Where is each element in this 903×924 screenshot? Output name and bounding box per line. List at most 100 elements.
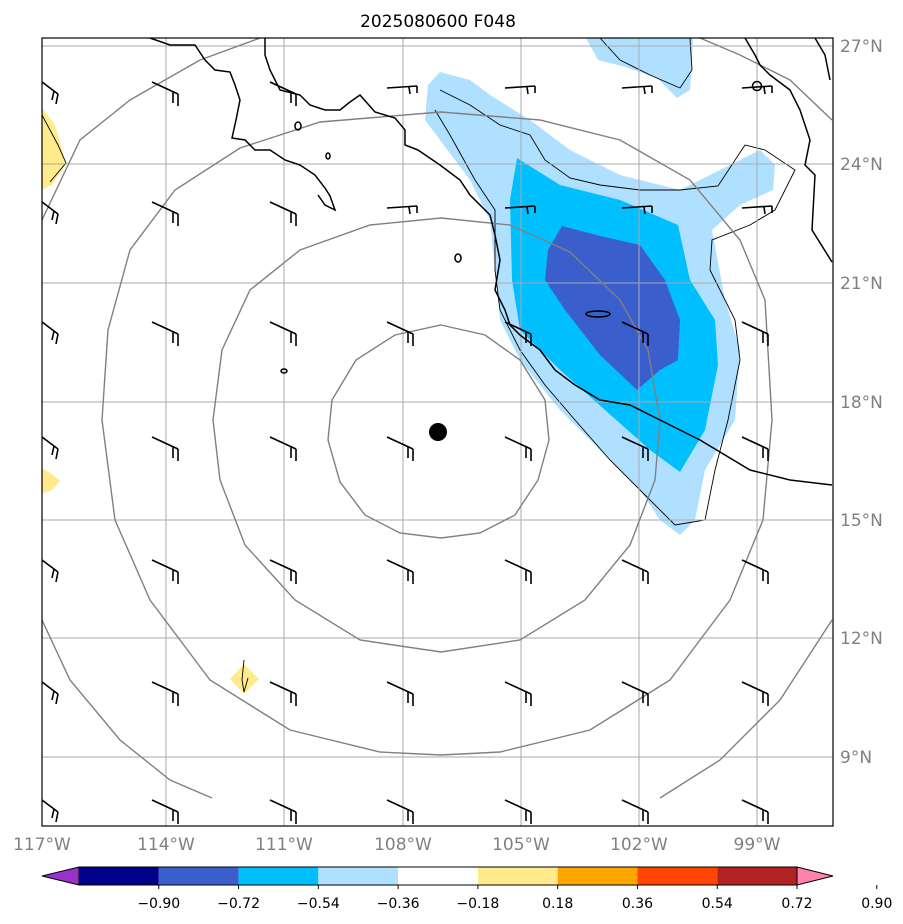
wind-barb xyxy=(621,205,653,215)
wind-barb xyxy=(504,85,536,95)
wind-barb xyxy=(386,321,414,346)
colorbar-ticks: −0.90 −0.72 −0.54 −0.36 −0.18 0.18 0.36 0.54 0.7… xyxy=(137,885,892,912)
wind-barb xyxy=(269,681,297,706)
island-tres-marias xyxy=(585,310,611,318)
range-ring-4-south-west xyxy=(41,619,213,799)
wind-barb xyxy=(151,321,179,346)
colorbar-tick-label: −0.54 xyxy=(297,896,340,912)
lon-label: 111°W xyxy=(255,835,313,855)
wind-barb xyxy=(621,559,649,584)
wind-barb xyxy=(741,205,773,215)
wind-barb xyxy=(741,681,769,706)
wind-barb xyxy=(504,436,532,461)
colorbar-swatch xyxy=(717,867,797,885)
colorbar-tick-label: 0.72 xyxy=(781,896,812,912)
contour-lines xyxy=(41,37,796,693)
coastline-baja-gulf xyxy=(264,38,419,151)
lat-label: 12°N xyxy=(840,629,883,649)
colorbar-swatch xyxy=(318,867,399,885)
wind-barb xyxy=(269,81,297,106)
colorbar-tick-label: −0.72 xyxy=(217,896,260,912)
wind-barb xyxy=(151,436,179,461)
colorbar-tick-label: 0.90 xyxy=(861,896,892,912)
colorbar-swatch xyxy=(637,867,718,885)
range-ring-4-south-east xyxy=(659,619,833,799)
island-tiny-2 xyxy=(325,152,331,160)
contour-line-west xyxy=(41,114,67,183)
wind-barb xyxy=(504,559,532,584)
wind-barb xyxy=(386,436,414,461)
wind-barb xyxy=(741,799,769,824)
range-ring-4 xyxy=(41,37,261,221)
colorbar-tick-label: −0.90 xyxy=(137,896,180,912)
lon-label: 105°W xyxy=(492,835,550,855)
map-panel xyxy=(41,37,834,827)
colorbar-tick-label: −0.18 xyxy=(456,896,499,912)
lat-label: 21°N xyxy=(840,274,883,294)
wind-barb xyxy=(621,436,649,461)
wind-barbs xyxy=(41,81,773,824)
wind-barb xyxy=(386,205,418,215)
wind-barb xyxy=(41,201,59,225)
shaded-field xyxy=(42,38,775,694)
island-socorro xyxy=(454,253,462,263)
contour-fill-yellow-small-south xyxy=(230,664,259,694)
wind-barb xyxy=(504,205,536,215)
colorbar-swatch xyxy=(557,867,638,885)
colorbar-swatch xyxy=(398,867,478,885)
colorbar-tick-label: 0.54 xyxy=(702,896,733,912)
map-title: 2025080600 F048 xyxy=(360,12,516,32)
wind-barb xyxy=(151,81,179,106)
lon-label: 114°W xyxy=(137,835,195,855)
wind-barb xyxy=(741,436,769,461)
wind-barb xyxy=(41,681,59,705)
range-ring-2 xyxy=(212,217,661,653)
contour-line-north xyxy=(599,37,693,89)
map-frame xyxy=(41,37,834,827)
coastlines xyxy=(149,37,833,486)
wind-barb xyxy=(41,799,59,823)
range-ring-1 xyxy=(327,324,550,539)
wind-barb xyxy=(504,321,532,346)
wind-barb xyxy=(741,321,769,346)
range-ring-3b xyxy=(101,111,773,756)
contour-fill-yellow-small-west xyxy=(42,468,60,494)
storm-center-marker xyxy=(429,423,447,441)
range-rings xyxy=(41,37,833,799)
lon-label: 108°W xyxy=(374,835,432,855)
lon-label: 102°W xyxy=(610,835,668,855)
wind-barb xyxy=(386,799,414,824)
wind-barb xyxy=(504,681,532,706)
colorbar-tick-label: −0.36 xyxy=(377,896,420,912)
wind-barb xyxy=(151,681,179,706)
gridlines xyxy=(42,38,833,826)
wind-barb xyxy=(386,85,418,95)
colorbar-swatch xyxy=(158,867,239,885)
colorbar-swatch xyxy=(238,867,319,885)
lat-label: 9°N xyxy=(840,748,872,768)
coastline-mainland xyxy=(417,149,833,486)
wind-barb xyxy=(41,436,59,460)
colorbar-swatch xyxy=(79,867,159,885)
wind-barb xyxy=(151,201,179,226)
wind-barb xyxy=(504,799,532,824)
coastline-gulf-mexico xyxy=(744,37,833,263)
latitude-labels: 27°N 24°N 21°N 18°N 15°N 12°N 9°N xyxy=(840,37,883,768)
lat-label: 24°N xyxy=(840,155,883,175)
longitude-labels: 117°W 114°W 111°W 108°W 105°W 102°W 99°W xyxy=(13,835,781,855)
lat-label: 18°N xyxy=(840,393,883,413)
wind-barb xyxy=(269,559,297,584)
colorbar-swatches xyxy=(41,866,834,886)
wind-barb xyxy=(41,321,59,345)
colorbar-tick-label: 0.36 xyxy=(622,896,653,912)
wind-barb xyxy=(621,321,649,346)
wind-barb xyxy=(269,799,297,824)
wind-barb xyxy=(41,81,59,105)
wind-barb xyxy=(269,321,297,346)
lon-label: 99°W xyxy=(734,835,781,855)
coastline-baja-west xyxy=(149,37,337,212)
contour-fill-dark-blue xyxy=(545,226,680,390)
wind-barb xyxy=(386,559,414,584)
wind-barb xyxy=(151,559,179,584)
